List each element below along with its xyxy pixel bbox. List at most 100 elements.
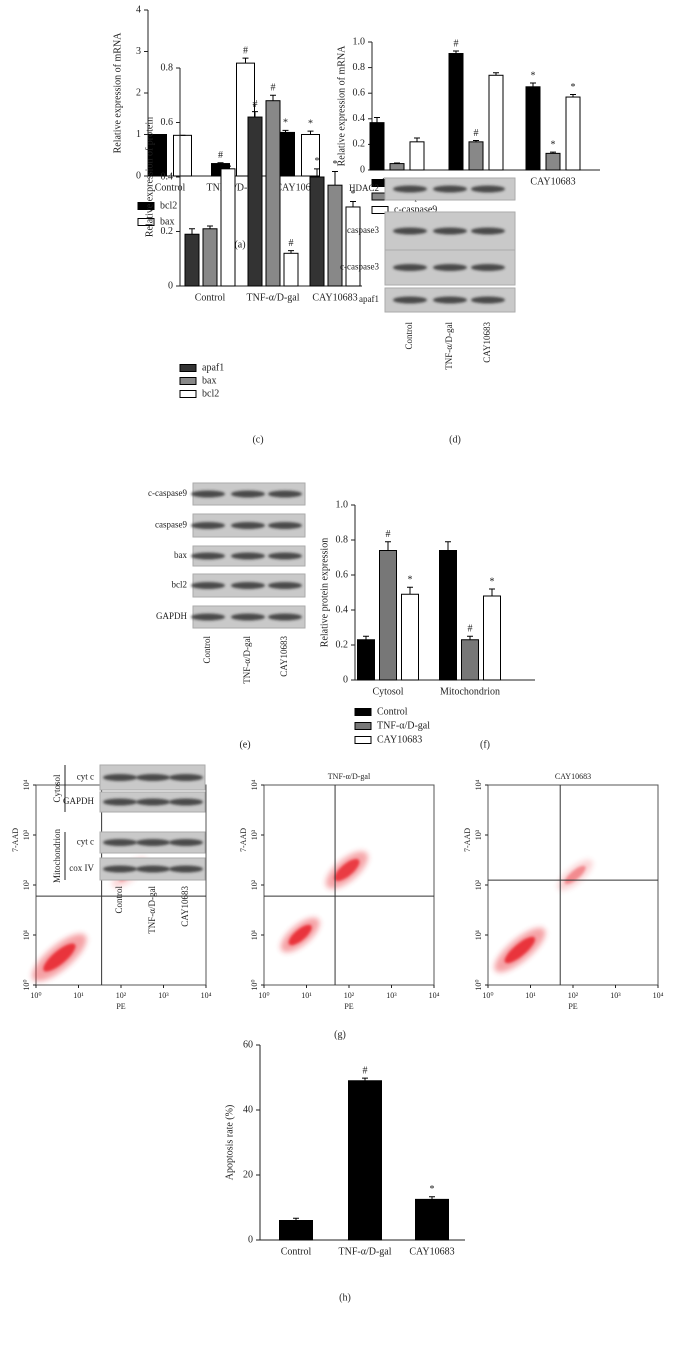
- blot-band: [136, 798, 170, 806]
- y-axis-label: Relative expression of mRNA: [112, 32, 123, 154]
- error-bar: [394, 162, 400, 164]
- bar: [483, 595, 501, 681]
- y-tick-label: 0.4: [161, 171, 174, 182]
- bar: [401, 593, 419, 681]
- group-label: Mitochondrion: [52, 829, 62, 883]
- blot-band: [103, 839, 137, 846]
- legend-swatch: [354, 708, 372, 716]
- legend-label: apaf1: [202, 362, 224, 373]
- y-tick-label: 0.2: [353, 139, 366, 150]
- blot-band: [231, 552, 265, 560]
- lane-label: CAY10683: [279, 636, 289, 677]
- plot-title: TNF-α/D-gal: [328, 772, 371, 781]
- error-bar: [570, 93, 576, 98]
- blot-band: [268, 552, 302, 560]
- significance-mark: *: [315, 156, 320, 167]
- y-tick-label: 2: [136, 87, 141, 98]
- error-bar: [282, 129, 289, 133]
- legend-label: Control: [377, 706, 408, 717]
- legend-label: TNF-α/D-gal: [377, 720, 430, 731]
- y-tick-label: 10⁴: [250, 779, 259, 790]
- y-tick-label: 0.8: [161, 62, 174, 73]
- lane-label: CAY10683: [180, 886, 190, 927]
- row-label: c-caspase9: [148, 488, 187, 498]
- blot-band: [433, 227, 467, 235]
- panel-label: (c): [252, 434, 263, 445]
- significance-mark: *: [490, 576, 495, 587]
- y-tick-label: 1.0: [353, 36, 366, 47]
- blot-band: [191, 552, 225, 560]
- lane-label: Control: [114, 886, 124, 914]
- row-label: caspase9: [155, 520, 187, 530]
- row-label: cyt c: [77, 837, 94, 847]
- bar: [439, 550, 457, 681]
- x-tick-label: Control: [281, 1246, 312, 1257]
- y-tick-label: 60: [243, 1039, 253, 1050]
- row-label: caspase3: [347, 225, 379, 235]
- error-bar: [530, 82, 536, 87]
- cell-cluster-core: [504, 936, 536, 964]
- x-tick-label: CAY10683: [275, 182, 320, 193]
- y-tick-label: 1: [136, 129, 141, 140]
- x-tick-label: 10³: [610, 991, 621, 1000]
- significance-mark: *: [571, 82, 576, 93]
- y-tick-label: 40: [243, 1104, 253, 1115]
- x-tick-label: 10⁰: [258, 991, 269, 1000]
- bar: [247, 116, 263, 287]
- x-tick-label: 10¹: [301, 991, 312, 1000]
- x-tick-label: 10²: [116, 991, 127, 1000]
- x-tick-label: CAY10683: [312, 292, 357, 303]
- y-axis-label: 7-AAD: [239, 828, 248, 852]
- blot-band: [103, 865, 137, 873]
- blot-band: [268, 490, 302, 498]
- blot-band: [231, 613, 265, 621]
- y-tick-label: 0: [168, 280, 173, 291]
- error-bar: [288, 250, 294, 254]
- x-axis-label: PE: [568, 1002, 577, 1011]
- blot-band: [471, 185, 505, 193]
- legend-swatch: [371, 206, 389, 214]
- lane-label: TNF-α/D-gal: [444, 322, 454, 370]
- significance-mark: #: [253, 99, 258, 110]
- y-tick-label: 4: [136, 4, 141, 15]
- y-tick-label: 10²: [22, 879, 31, 890]
- y-tick-label: 0: [360, 164, 365, 175]
- bar: [565, 96, 581, 171]
- bar: [448, 53, 464, 171]
- error-bar: [453, 50, 459, 54]
- significance-mark: *: [551, 139, 556, 150]
- y-tick-label: 10²: [474, 879, 483, 890]
- significance-mark: #: [468, 624, 473, 635]
- blot-band: [191, 490, 225, 498]
- significance-mark: #: [386, 529, 391, 540]
- panel-label: (a): [234, 239, 245, 250]
- x-axis-label: PE: [344, 1002, 353, 1011]
- legend-label: bcl2: [160, 200, 177, 211]
- significance-mark: *: [308, 118, 313, 129]
- row-label: GAPDH: [63, 796, 95, 806]
- x-tick-label: 10¹: [525, 991, 536, 1000]
- y-tick-label: 0.4: [353, 113, 366, 124]
- blot-band: [433, 185, 467, 193]
- plot-frame: [263, 784, 435, 986]
- error-bar: [374, 117, 380, 123]
- x-tick-label: CAY10683: [530, 176, 575, 187]
- x-tick-label: 10⁴: [653, 991, 664, 1000]
- blot-band: [103, 798, 137, 806]
- error-bar: [332, 171, 338, 186]
- cell-cluster-core: [288, 924, 312, 946]
- y-tick-label: 0.4: [336, 604, 349, 615]
- y-tick-label: 0: [343, 674, 348, 685]
- blot-band: [136, 839, 170, 846]
- legend-label: bcl2: [202, 388, 219, 399]
- y-tick-label: 0.6: [336, 569, 349, 580]
- bar: [409, 141, 425, 171]
- blot-band: [433, 264, 467, 271]
- blot-band: [393, 296, 427, 304]
- panel-label: (e): [239, 739, 250, 750]
- cell-cluster-core: [334, 858, 360, 882]
- panel-label: (g): [334, 1029, 346, 1040]
- x-tick-label: Control: [195, 292, 226, 303]
- y-tick-label: 10³: [250, 829, 259, 840]
- bar: [415, 1198, 449, 1241]
